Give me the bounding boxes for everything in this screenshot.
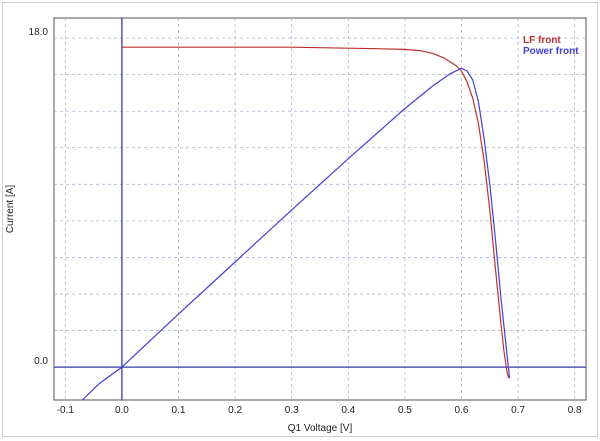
y-tick-label: 0.0 <box>34 356 48 367</box>
x-tick-label: 0.3 <box>285 405 299 416</box>
legend-entry-lf-front: LF front <box>523 35 561 46</box>
zero-axes <box>54 18 586 400</box>
x-tick-label: 0.7 <box>511 405 525 416</box>
y-tick-label: 18.0 <box>29 27 49 38</box>
series-group <box>81 46 511 401</box>
iv-chart: -0.1 0.0 0.1 0.2 0.3 0.4 0.5 0.6 0.7 0.8 18.00.0 … <box>5 17 587 434</box>
series-power-front <box>81 67 511 401</box>
x-tick-label: 0.4 <box>341 405 355 416</box>
x-tick-label: -0.1 <box>57 405 75 416</box>
y-axis-label: Current [A] <box>5 185 16 234</box>
series-lf-front <box>121 46 510 379</box>
x-tick-label: 0.2 <box>228 405 242 416</box>
x-axis-label: Q1 Voltage [V] <box>288 423 353 434</box>
chart-frame: -0.1 0.0 0.1 0.2 0.3 0.4 0.5 0.6 0.7 0.8 18.0 0.0 … <box>2 2 598 437</box>
x-tick-label: 0.0 <box>115 405 129 416</box>
x-tick-label: 0.5 <box>398 405 412 416</box>
x-tick-label: 0.6 <box>455 405 469 416</box>
x-tick-labels: -0.1 0.0 0.1 0.2 0.3 0.4 0.5 0.6 0.7 0.8 <box>57 405 582 416</box>
legend-entry-power-front: Power front <box>523 46 579 57</box>
x-tick-label: 0.8 <box>568 405 582 416</box>
y-tick-labels: 18.0 0.0 <box>29 27 49 367</box>
plot-area <box>53 17 587 401</box>
x-tick-label: 0.1 <box>172 405 186 416</box>
